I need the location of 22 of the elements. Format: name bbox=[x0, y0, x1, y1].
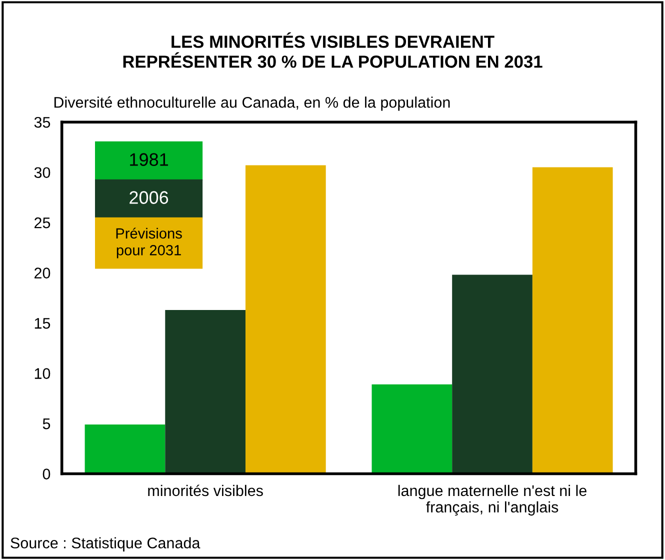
bar bbox=[532, 167, 613, 474]
text: 1981 bbox=[130, 153, 168, 166]
chart-title: LES MINORITÉS VISIBLES DEVRAIENT REPRÉSENTER 30 % DE LA POPULATION EN 2031 bbox=[123, 32, 542, 68]
text: 2006 bbox=[130, 191, 168, 204]
bar bbox=[245, 165, 326, 474]
source-note: Source : Statistique Canada bbox=[10, 537, 200, 552]
chart-subtitle: Diversité ethnoculturelle au Canada, en % de la population bbox=[54, 96, 450, 111]
x-tick-label: langue maternelle n'est ni le français, ni l'anglais bbox=[398, 484, 586, 516]
y-tick-label: 0 bbox=[42, 468, 50, 480]
y-tick-label: 30 bbox=[34, 167, 50, 178]
x-tick-label: minorités visibles bbox=[148, 484, 263, 496]
y-tick-label: 10 bbox=[34, 368, 50, 379]
y-tick-label: 15 bbox=[34, 318, 50, 329]
y-tick-label: 35 bbox=[34, 116, 50, 128]
y-tick-label: 25 bbox=[34, 217, 50, 228]
bar bbox=[452, 274, 532, 474]
bar bbox=[165, 310, 246, 474]
y-tick-label: 20 bbox=[34, 268, 50, 278]
bar bbox=[372, 384, 452, 474]
y-tick-label: 5 bbox=[42, 418, 50, 430]
bar bbox=[84, 424, 166, 474]
text: Prévisions pour 2031 bbox=[116, 228, 182, 258]
